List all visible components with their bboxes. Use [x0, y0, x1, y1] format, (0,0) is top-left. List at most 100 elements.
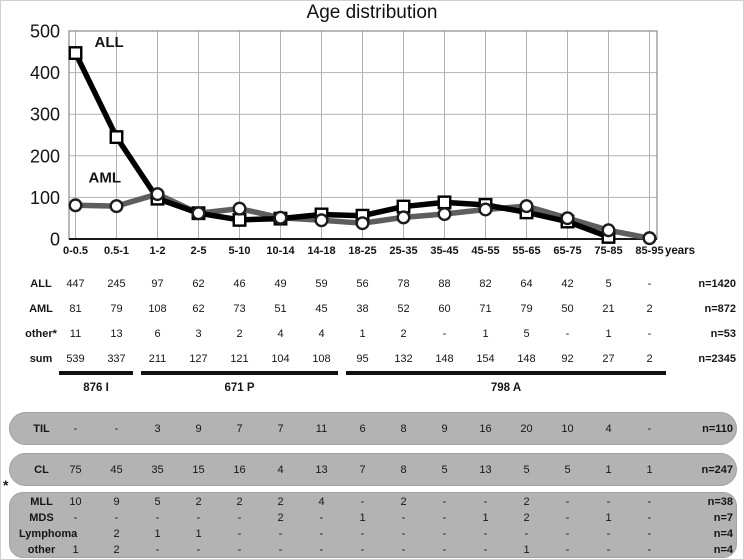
row-ALL: ALL 447 245 97 62 46 49 59 56 78 88 82 64 42 5 - n=1420 [1, 271, 743, 296]
cell-value: 3 [195, 327, 202, 340]
cell-value: 9 [113, 496, 120, 508]
cell-value: 27 [602, 352, 615, 365]
group-rule [141, 371, 338, 375]
pill-row-TIL: TIL - - 3 9 7 7 11 6 8 9 16 20 10 4 - n=110 [9, 412, 737, 445]
cell-value: 1 [482, 327, 489, 340]
cell-value: - [114, 512, 119, 524]
cell-value: 79 [520, 302, 533, 315]
row-label: MLL [30, 496, 53, 508]
cell-value: - [647, 544, 652, 556]
group-label: 671 P [224, 382, 255, 394]
cell-value: - [401, 512, 406, 524]
cell-value: 50 [561, 302, 574, 315]
cell-value: 5 [523, 327, 530, 340]
cell-value: 2 [113, 528, 120, 540]
cell-value: 46 [233, 277, 246, 290]
cell-value: - [647, 512, 652, 524]
cell-value: 59 [315, 277, 328, 290]
cell-value: 121 [230, 352, 249, 365]
cell-value: 7 [277, 422, 284, 435]
row-label: sum [29, 352, 53, 365]
cell-value: 97 [151, 277, 164, 290]
cell-value: 7 [359, 463, 366, 476]
cell-value: 4 [605, 422, 612, 435]
row-total: n=872 [704, 302, 737, 315]
cell-value: 148 [435, 352, 454, 365]
marker-circle-AML [355, 216, 370, 231]
cell-value: 75 [69, 463, 82, 476]
age-distribution-chart: 0 100 200 300 400 500 0-0.5 0.5-1 1-2 2-5 5-10 10-1… [30, 22, 695, 258]
x-tick-label: 85-95 [635, 245, 663, 257]
cell-value: - [606, 528, 611, 540]
cell-value: 2 [236, 327, 243, 340]
cell-value: 79 [110, 302, 123, 315]
marker-square-ALL [109, 130, 124, 145]
cell-value: 539 [66, 352, 85, 365]
cell-value: 82 [479, 277, 492, 290]
cell-value: - [647, 528, 652, 540]
cell-value: - [647, 422, 652, 435]
marker-circle-AML [232, 201, 247, 216]
cell-value: - [360, 496, 365, 508]
cell-value: 108 [148, 302, 167, 315]
cell-value: 447 [66, 277, 85, 290]
cell-value: - [647, 327, 652, 340]
row-total: n=110 [702, 422, 733, 435]
cell-value: 1 [605, 463, 612, 476]
cell-value: 42 [561, 277, 574, 290]
cell-value: 245 [107, 277, 126, 290]
cell-value: - [237, 544, 242, 556]
cell-value: 9 [441, 422, 448, 435]
x-tick-label: 5-10 [228, 245, 250, 257]
x-tick-label: 55-65 [512, 245, 540, 257]
x-tick-label: 10-14 [266, 245, 295, 257]
cell-value: 52 [397, 302, 410, 315]
marker-square-ALL [437, 195, 452, 210]
group-label: 876 I [83, 382, 109, 394]
cell-value: - [483, 544, 488, 556]
cell-value: - [565, 496, 570, 508]
cell-value: - [73, 512, 78, 524]
cell-value: - [483, 528, 488, 540]
cell-value: 1 [605, 512, 612, 524]
marker-circle-AML [191, 206, 206, 221]
cell-value: 9 [195, 422, 202, 435]
cell-value: 10 [69, 496, 82, 508]
cell-value: - [442, 327, 447, 340]
cell-value: 1 [646, 463, 653, 476]
cell-value: 5 [154, 496, 161, 508]
cell-value: - [360, 528, 365, 540]
cell-value: - [196, 544, 201, 556]
cell-value: 2 [646, 352, 653, 365]
cell-value: 73 [233, 302, 246, 315]
cell-value: 81 [69, 302, 82, 315]
cell-value: 95 [356, 352, 369, 365]
row-total: n=38 [707, 496, 733, 508]
cell-value: 6 [154, 327, 161, 340]
cell-value: 88 [438, 277, 451, 290]
footnote-asterisk: * [3, 477, 9, 493]
x-tick-label: 1-2 [150, 245, 166, 257]
x-tick-label: 2-5 [191, 245, 207, 257]
cell-value: - [278, 544, 283, 556]
cell-value: 13 [479, 463, 492, 476]
cell-value: 62 [192, 302, 205, 315]
cell-value: 5 [441, 463, 448, 476]
cell-value: - [237, 512, 242, 524]
cell-value: 2 [400, 327, 407, 340]
cell-value: - [442, 544, 447, 556]
cell-value: - [360, 544, 365, 556]
cell-value: 16 [479, 422, 492, 435]
chart-title: Age distribution [306, 2, 438, 23]
cell-value: - [606, 496, 611, 508]
cell-value: 1 [605, 327, 612, 340]
cell-value: - [442, 496, 447, 508]
cell-value: - [401, 528, 406, 540]
row-total: n=1420 [698, 277, 736, 290]
cell-value: 1 [195, 528, 202, 540]
x-tick-label: 25-35 [389, 245, 417, 257]
cell-value: 4 [277, 463, 284, 476]
row-label: other [27, 544, 56, 556]
cell-value: 2 [195, 496, 202, 508]
